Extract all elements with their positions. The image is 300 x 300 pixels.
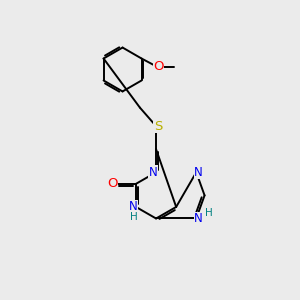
Text: O: O (153, 59, 164, 73)
Text: N: N (129, 200, 138, 213)
Text: N: N (149, 166, 158, 179)
Text: O: O (107, 177, 118, 190)
Text: S: S (154, 120, 162, 133)
Text: N: N (194, 212, 203, 225)
Text: H: H (205, 208, 213, 218)
Text: N: N (194, 166, 203, 179)
Text: H: H (130, 212, 138, 222)
